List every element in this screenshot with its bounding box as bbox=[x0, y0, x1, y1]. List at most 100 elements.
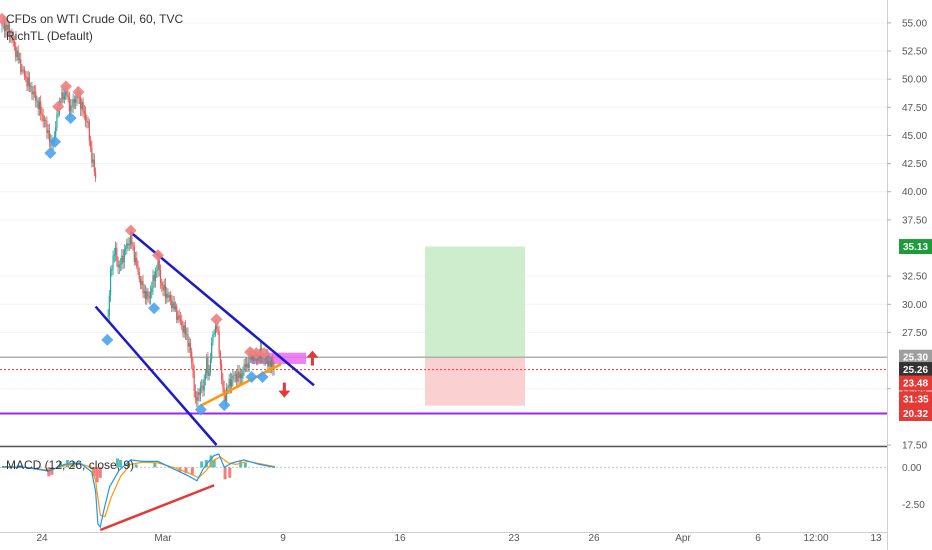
candle-body bbox=[48, 130, 51, 142]
candle-body bbox=[208, 371, 210, 376]
candle-body bbox=[26, 78, 28, 87]
macd-histogram-bar bbox=[239, 461, 243, 468]
candle-body bbox=[147, 291, 149, 297]
candle-body bbox=[217, 329, 219, 331]
candle-body bbox=[72, 99, 74, 107]
x-tick-label: 12:00 bbox=[803, 533, 828, 544]
macd-histogram-bar bbox=[47, 467, 51, 477]
candle-body bbox=[143, 290, 145, 294]
candle-body bbox=[216, 325, 218, 330]
macd-histogram-bar bbox=[126, 462, 130, 468]
candle-body bbox=[121, 255, 123, 264]
macd-histogram-bar bbox=[223, 467, 227, 480]
candle-body bbox=[70, 105, 72, 112]
candle-body bbox=[219, 353, 221, 365]
marker-low bbox=[256, 370, 269, 383]
indicator-label[interactable]: RichTL (Default) bbox=[6, 29, 93, 43]
macd-tick-label: 0.00 bbox=[902, 463, 922, 474]
x-tick-label: 6 bbox=[755, 533, 761, 544]
candle-body bbox=[16, 50, 18, 58]
candle-body bbox=[38, 101, 41, 110]
candle-body bbox=[8, 24, 11, 37]
candle-body bbox=[66, 90, 68, 95]
candle-body bbox=[144, 290, 147, 300]
candle-body bbox=[123, 249, 125, 263]
marker-low bbox=[101, 333, 114, 346]
candle-body bbox=[252, 355, 254, 361]
candle-body bbox=[157, 258, 159, 271]
candle-body bbox=[148, 296, 150, 299]
candle-body bbox=[198, 392, 200, 396]
candle-body bbox=[28, 77, 31, 87]
marker-high bbox=[59, 80, 72, 93]
candle-body bbox=[262, 357, 264, 359]
candle-body bbox=[242, 370, 244, 379]
candle-body bbox=[90, 140, 92, 147]
y-tick-label: 55.00 bbox=[902, 18, 927, 29]
candle-body bbox=[221, 364, 223, 380]
y-tick-label: 32.50 bbox=[902, 272, 927, 283]
candle-body bbox=[192, 362, 194, 372]
candle-body bbox=[243, 364, 245, 371]
macd-y-ticks: 0.00 -2.50 bbox=[902, 463, 925, 511]
candle-body bbox=[154, 271, 157, 282]
candle-body bbox=[13, 41, 16, 47]
price-tag-bg bbox=[899, 405, 932, 421]
candle-body bbox=[21, 69, 23, 72]
candle-body bbox=[114, 247, 117, 255]
candle-body bbox=[60, 101, 62, 103]
y-tick-label: 27.50 bbox=[902, 328, 927, 339]
candle-body bbox=[187, 333, 189, 347]
x-tick-label: 16 bbox=[394, 533, 406, 544]
candle-body bbox=[162, 285, 164, 291]
candle-body bbox=[248, 354, 250, 369]
macd-label[interactable]: MACD (12, 26, close, 9) bbox=[6, 458, 135, 472]
candle-body bbox=[166, 293, 168, 299]
price-tag-bg bbox=[899, 239, 932, 255]
candle-body bbox=[15, 46, 17, 58]
candle-body bbox=[174, 306, 177, 310]
candle-body bbox=[107, 315, 109, 317]
price-tag-label: 20.32 bbox=[903, 409, 928, 420]
candle-body bbox=[30, 86, 32, 87]
candle-body bbox=[23, 70, 26, 77]
y-tick-label: 40.00 bbox=[902, 187, 927, 198]
macd-histogram-bar bbox=[184, 467, 188, 474]
candle-body bbox=[108, 295, 110, 316]
candle-body bbox=[169, 295, 172, 301]
marker-low bbox=[245, 370, 258, 383]
candle-body bbox=[177, 315, 179, 321]
candle-body bbox=[129, 233, 132, 245]
candle-body bbox=[73, 99, 75, 103]
marker-high bbox=[258, 347, 271, 360]
candle-body bbox=[41, 113, 43, 116]
candle-body bbox=[223, 387, 225, 396]
trendline-channel-bottom bbox=[94, 305, 218, 446]
candle-body bbox=[35, 91, 37, 102]
x-axis-ticks: 24 Mar 9 16 23 26 Apr 6 12:00 13 bbox=[36, 533, 882, 544]
price-tag-label: 31:35 bbox=[903, 394, 929, 405]
macd-histogram-bar bbox=[228, 467, 232, 478]
candle-body bbox=[196, 397, 198, 401]
candle-body bbox=[80, 97, 82, 110]
candle-body bbox=[182, 325, 184, 333]
candle-body bbox=[258, 355, 260, 359]
candle-body bbox=[153, 275, 155, 282]
candle-body bbox=[181, 320, 183, 326]
x-tick-label: 23 bbox=[508, 533, 520, 544]
y-tick-label: 42.50 bbox=[902, 159, 927, 170]
macd-histogram-bar bbox=[92, 467, 96, 477]
candle-body bbox=[151, 288, 153, 293]
candle-body bbox=[111, 268, 113, 271]
candle-body bbox=[211, 342, 213, 360]
candle-body bbox=[7, 24, 9, 31]
candle-body bbox=[193, 371, 195, 391]
candle-body bbox=[81, 101, 83, 110]
candle-body bbox=[191, 351, 193, 363]
candle-body bbox=[189, 342, 192, 352]
candle-body bbox=[244, 364, 246, 368]
marker-low bbox=[148, 302, 161, 315]
candle-body bbox=[168, 295, 170, 298]
